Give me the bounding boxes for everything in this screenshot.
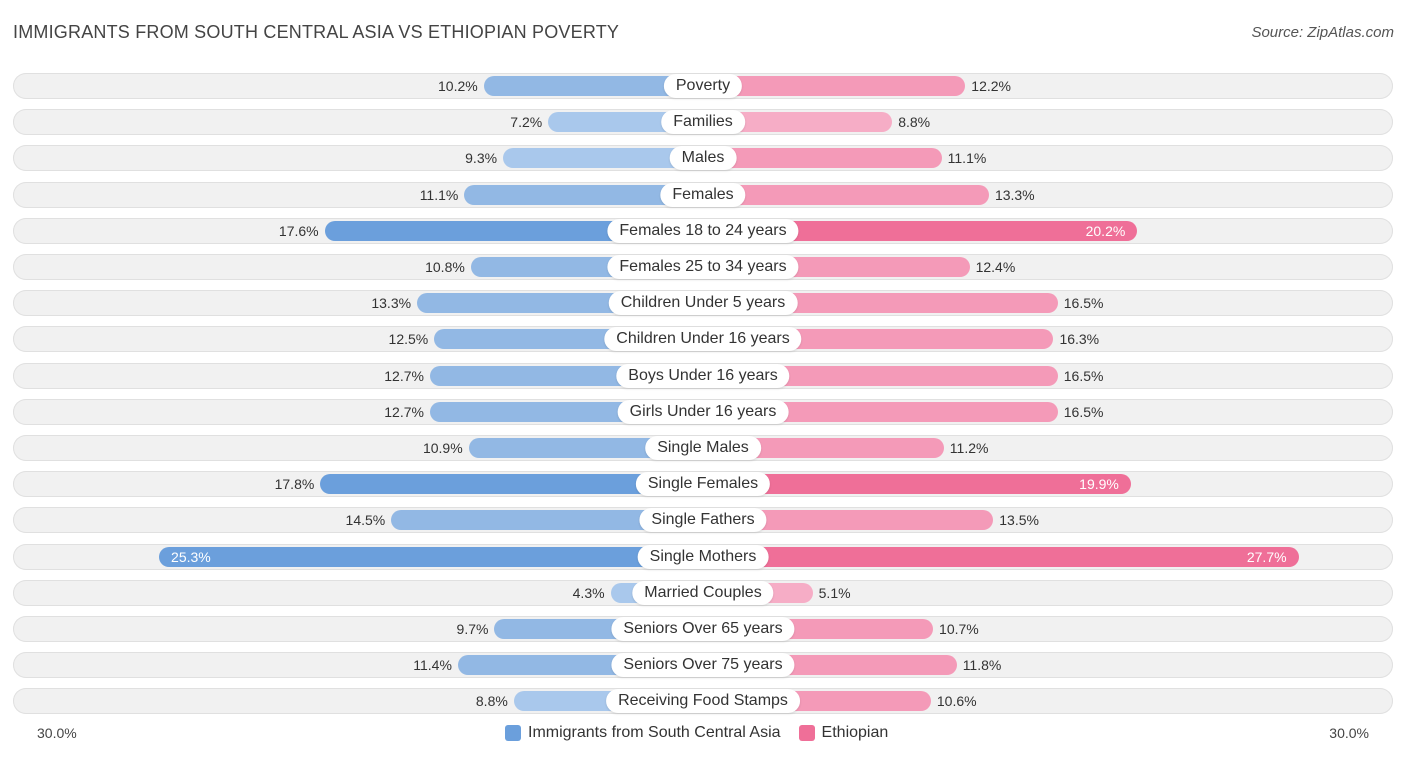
category-label: Girls Under 16 years <box>617 399 789 424</box>
legend-swatch-left <box>505 725 521 741</box>
axis-max-label: 30.0% <box>1329 725 1369 741</box>
value-label-left: 8.8% <box>475 693 508 710</box>
value-label-left: 7.2% <box>510 114 543 131</box>
value-label-right: 27.7% <box>1246 548 1287 565</box>
bar-left <box>483 76 703 96</box>
category-label: Seniors Over 75 years <box>611 653 795 678</box>
value-label-right: 16.5% <box>1063 367 1104 384</box>
bar-right <box>703 76 966 96</box>
value-label-right: 16.5% <box>1063 403 1104 420</box>
category-label: Females 25 to 34 years <box>607 255 799 279</box>
bar-left <box>468 438 703 458</box>
category-label: Receiving Food Stamps <box>606 689 800 714</box>
chart-title: IMMIGRANTS FROM SOUTH CENTRAL ASIA VS ET… <box>13 22 620 42</box>
category-label: Males <box>669 146 737 171</box>
legend: Immigrants from South Central Asia Ethio… <box>505 722 888 744</box>
value-label-left: 9.7% <box>456 621 489 637</box>
value-label-right: 13.3% <box>994 186 1035 203</box>
value-label-right: 13.5% <box>999 512 1039 529</box>
legend-item-left: Immigrants from South Central Asia <box>505 724 781 742</box>
category-label: Single Females <box>635 472 771 497</box>
value-label-right: 16.3% <box>1059 331 1100 348</box>
bar-left <box>159 546 703 567</box>
value-label-right: 5.1% <box>818 584 851 601</box>
category-label: Poverty <box>663 74 743 98</box>
value-label-left: 12.7% <box>384 367 424 384</box>
category-label: Single Males <box>645 436 761 460</box>
value-label-left: 17.6% <box>278 222 319 239</box>
value-label-right: 10.7% <box>939 621 979 637</box>
bar-right <box>703 474 1131 495</box>
bar-left <box>320 474 703 495</box>
category-label: Married Couples <box>632 580 774 605</box>
value-label-left: 14.5% <box>345 512 386 529</box>
legend-swatch-right <box>798 725 815 741</box>
value-label-left: 17.8% <box>274 476 315 493</box>
bar-right <box>703 112 893 133</box>
value-label-right: 8.8% <box>898 114 931 131</box>
category-label: Families <box>661 110 745 135</box>
legend-item-right: Ethiopian <box>798 724 889 742</box>
value-label-right: 16.5% <box>1063 295 1104 312</box>
bar-right <box>703 220 1138 241</box>
value-label-right: 19.9% <box>1079 476 1119 493</box>
category-label: Boys Under 16 years <box>616 363 790 388</box>
value-label-left: 25.3% <box>171 548 211 565</box>
value-label-left: 9.3% <box>465 150 498 167</box>
category-label: Single Fathers <box>639 508 767 533</box>
value-label-right: 11.8% <box>962 657 1002 674</box>
legend-label-right: Ethiopian <box>821 724 889 741</box>
value-label-left: 12.5% <box>388 331 429 348</box>
bar-right <box>703 510 994 531</box>
bar-right <box>703 184 989 205</box>
value-label-right: 12.2% <box>971 78 1011 94</box>
bar-right <box>703 401 1058 422</box>
bar-left <box>391 510 703 531</box>
value-label-left: 13.3% <box>371 295 412 312</box>
category-label: Seniors Over 65 years <box>611 617 795 641</box>
bar-right <box>703 148 942 169</box>
bar-right <box>703 365 1058 386</box>
axis-min-label: 30.0% <box>37 725 77 741</box>
value-label-left: 10.9% <box>422 440 463 456</box>
category-label: Females 18 to 24 years <box>607 218 799 243</box>
category-label: Children Under 5 years <box>608 291 798 316</box>
value-label-left: 10.8% <box>425 259 465 275</box>
value-label-left: 11.4% <box>413 657 452 674</box>
value-label-right: 11.2% <box>949 440 989 456</box>
category-label: Children Under 16 years <box>604 327 802 352</box>
value-label-left: 12.7% <box>384 403 424 420</box>
value-label-right: 20.2% <box>1085 222 1126 239</box>
category-label: Females <box>660 182 746 207</box>
value-label-right: 11.1% <box>947 150 987 167</box>
category-label: Single Mothers <box>637 544 769 569</box>
bar-left <box>464 184 703 205</box>
value-label-right: 12.4% <box>975 259 1016 275</box>
value-label-right: 10.6% <box>936 693 977 710</box>
value-label-left: 11.1% <box>419 186 459 203</box>
bar-left <box>503 148 703 169</box>
legend-label-left: Immigrants from South Central Asia <box>528 724 781 741</box>
source-label: Source: ZipAtlas.com <box>1251 24 1394 41</box>
value-label-left: 4.3% <box>572 584 605 601</box>
bar-right <box>703 546 1299 567</box>
bar-right <box>703 438 944 458</box>
value-label-left: 10.2% <box>438 78 478 94</box>
